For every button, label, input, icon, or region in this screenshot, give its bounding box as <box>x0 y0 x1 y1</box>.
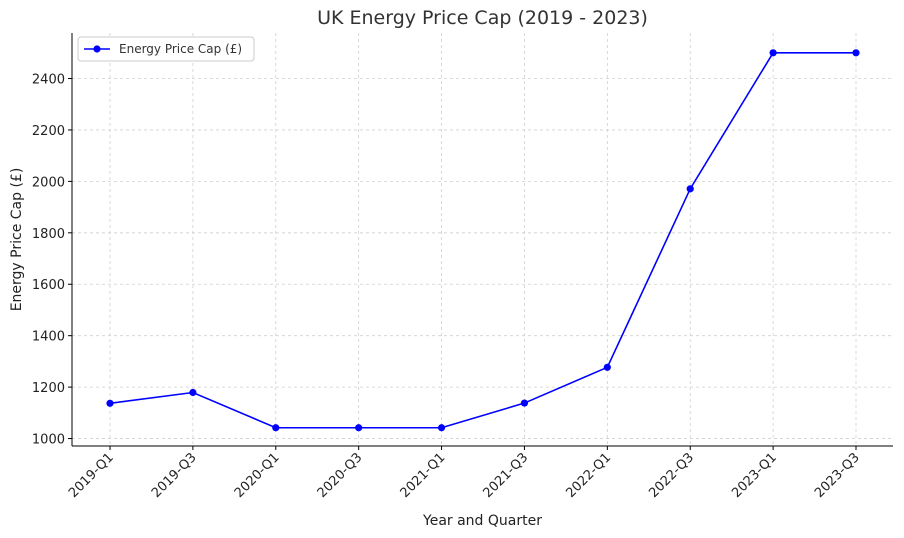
data-point <box>106 399 114 407</box>
x-tick-label: 2022-Q1 <box>563 450 614 501</box>
data-point <box>769 49 777 57</box>
y-tick-label: 1400 <box>32 330 65 345</box>
grid <box>72 33 893 446</box>
data-point <box>355 424 363 432</box>
y-tick-label: 1200 <box>32 381 65 396</box>
y-tick-label: 2000 <box>32 175 65 190</box>
y-axis-label: Energy Price Cap (£) <box>9 168 25 312</box>
x-tick-label: 2019-Q1 <box>66 450 117 501</box>
x-tick-label: 2019-Q3 <box>149 450 200 501</box>
data-point <box>272 424 280 432</box>
x-tick-label: 2022-Q3 <box>646 450 697 501</box>
legend-box <box>77 36 255 62</box>
y-tick-label: 1600 <box>32 278 65 293</box>
data-point <box>189 388 197 397</box>
x-axis-label: Year and Quarter <box>422 513 542 529</box>
x-tick-label: 2023-Q3 <box>812 450 863 501</box>
ticks: 1000 1200 1400 1600 1800 2000 2200 2400 2019-Q1 2… <box>32 73 863 501</box>
legend-label: Energy Price Cap (£) <box>119 42 242 56</box>
data-point <box>520 399 529 407</box>
legend-marker <box>93 45 101 53</box>
x-tick-label: 2021-Q1 <box>398 450 449 501</box>
series <box>106 49 860 432</box>
data-point <box>686 185 694 193</box>
x-tick-label: 2020-Q1 <box>232 450 283 501</box>
y-tick-label: 2400 <box>32 73 65 88</box>
x-tick-label: 2020-Q3 <box>315 450 366 501</box>
y-tick-label: 1000 <box>32 433 65 448</box>
y-tick-label: 2200 <box>32 124 65 139</box>
x-tick-label: 2023-Q1 <box>729 450 780 501</box>
data-point <box>852 49 860 57</box>
axes <box>71 33 893 447</box>
legend: Energy Price Cap (£) <box>77 36 255 62</box>
chart-title: UK Energy Price Cap (2019 - 2023) <box>317 7 648 29</box>
data-point <box>437 424 446 432</box>
x-tick-label: 2021-Q3 <box>481 450 532 501</box>
y-tick-label: 1800 <box>32 227 65 242</box>
data-point <box>603 363 611 371</box>
series-line <box>109 52 856 429</box>
